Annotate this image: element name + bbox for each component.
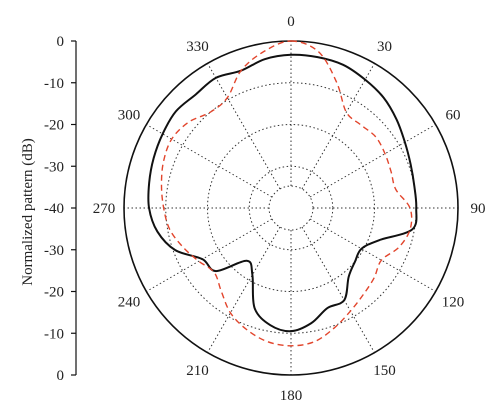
angle-tick-label: 150 — [373, 363, 396, 379]
angle-tick-label: 270 — [93, 201, 116, 217]
y-axis-tick-label: -10 — [44, 76, 64, 92]
angle-tick-label: 90 — [471, 201, 486, 217]
y-axis-tick-label: 0 — [57, 34, 65, 50]
grid-spoke — [146, 218, 273, 292]
angle-tick-label: 300 — [118, 108, 141, 124]
y-axis-tick-label: -10 — [44, 326, 64, 342]
y-axis-tick-label: -40 — [44, 201, 64, 217]
angle-tick-label: 60 — [445, 108, 460, 124]
y-axis-label: Normalized pattern (dB) — [20, 138, 36, 285]
angle-tick-label: 30 — [377, 39, 392, 55]
series-solid-line — [147, 53, 418, 333]
angle-tick-labels: 0 30 60 90 120 150 180 210 240 270 300 330 — [93, 14, 486, 404]
angle-tick-label: 120 — [442, 295, 465, 311]
grid-spoke — [207, 226, 281, 353]
angle-tick-label: 330 — [186, 39, 209, 55]
angle-tick-label: 240 — [118, 295, 141, 311]
grid-spoke — [301, 63, 375, 190]
angle-tick-label: 180 — [280, 388, 303, 404]
polar-grid — [123, 40, 459, 376]
grid-spoke — [301, 226, 375, 353]
series-dashed-line — [160, 40, 413, 347]
y-axis-tick-label: -30 — [44, 243, 64, 259]
grid-ring — [248, 165, 334, 251]
grid-spoke — [309, 218, 436, 292]
y-axis-tick-label: -30 — [44, 159, 64, 175]
radial-scale-axis: 0 -10 -20 -30 -40 -30 -20 -10 0 — [44, 34, 77, 384]
grid-spoke — [146, 124, 273, 198]
grid-ring — [268, 185, 314, 231]
y-axis-tick-label: 0 — [57, 368, 65, 384]
angle-tick-label: 210 — [186, 363, 209, 379]
outer-ring — [123, 40, 459, 376]
angle-tick-label: 0 — [287, 14, 295, 30]
grid-spoke — [207, 63, 281, 190]
grid-ring — [165, 82, 417, 334]
pattern-series — [147, 40, 418, 347]
grid-spoke — [309, 124, 436, 198]
y-axis-tick-label: -20 — [44, 285, 64, 301]
y-axis-tick-label: -20 — [44, 118, 64, 134]
